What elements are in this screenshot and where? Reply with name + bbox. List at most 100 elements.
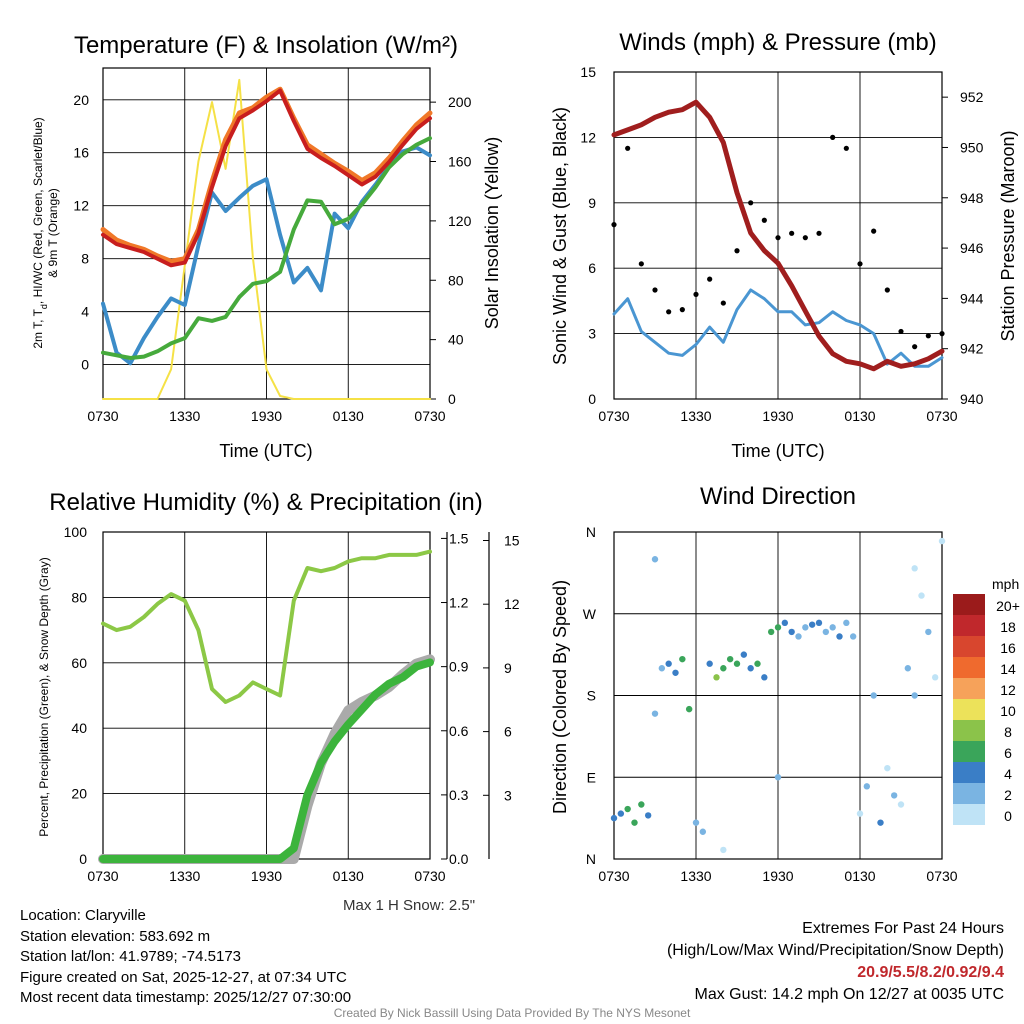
- temp-ylabel-subscript: d: [39, 304, 49, 309]
- direction-point: [815, 619, 823, 627]
- temp-ytick-label: 8: [81, 251, 89, 267]
- wind-y2label: Station Pressure (Maroon): [998, 130, 1018, 341]
- precip-tick-label: 1.2: [449, 595, 469, 611]
- colorbar-swatch: [953, 678, 985, 699]
- gust-point: [707, 276, 713, 282]
- direction-point: [679, 655, 686, 663]
- snow-tick-label: 3: [504, 787, 512, 803]
- direction-point: [706, 660, 713, 667]
- temp-ytick-label: 0: [81, 357, 89, 373]
- created-text: Figure created on Sat, 2025-12-27, at 07…: [20, 968, 347, 986]
- temp-y2tick-label: 0: [448, 391, 456, 407]
- direction-point: [911, 565, 918, 572]
- wind-ytick-label: 6: [588, 260, 596, 276]
- wind-ylabel: Sonic Wind & Gust (Blue, Black): [550, 107, 570, 365]
- direction-point: [856, 810, 864, 817]
- wind-y2tick-label: 950: [960, 139, 984, 155]
- temp-ylabel-part3: , HI/WC (Red, Green, Scarlet/Blue): [31, 117, 45, 304]
- temp-xtick-label: 0730: [414, 408, 445, 424]
- direction-point: [672, 669, 679, 676]
- wind-y2tick-label: 952: [960, 89, 984, 105]
- precip-tick-label: 1.5: [449, 530, 469, 546]
- elevation-text: Station elevation: 583.692 m: [20, 927, 211, 945]
- gust-point: [925, 333, 931, 339]
- colorbar-label: 16: [1000, 640, 1016, 656]
- dir-ytick-label: N: [586, 851, 596, 867]
- direction-point: [925, 628, 932, 636]
- colorbar-label: 0: [1004, 808, 1012, 824]
- direction-point: [658, 665, 666, 672]
- gust-point: [734, 248, 740, 254]
- gust-point: [939, 331, 945, 337]
- gust-point: [679, 307, 685, 313]
- latlon-text: Station lat/lon: 41.9789; -74.5173: [20, 948, 242, 965]
- gust-point: [611, 222, 617, 228]
- dir-xtick-label: 0730: [926, 868, 957, 884]
- colorbar-swatch: [953, 699, 985, 720]
- direction-point: [774, 624, 782, 631]
- rh-ytick-label: 60: [71, 655, 87, 671]
- direction-point: [863, 783, 871, 790]
- gust-point: [638, 261, 644, 267]
- direction-point: [843, 619, 850, 627]
- max-gust-text: Max Gust: 14.2 mph On 12/27 at 0035 UTC: [694, 986, 1005, 1003]
- gust-point: [761, 217, 767, 223]
- gust-point: [857, 261, 863, 267]
- wind-y2tick-label: 946: [960, 240, 984, 256]
- wind-xtick-label: 0130: [844, 408, 875, 424]
- wind-y2tick-label: 940: [960, 391, 984, 407]
- direction-point: [733, 660, 741, 667]
- gust-point: [898, 328, 904, 335]
- rh-ytick-label: 20: [71, 786, 87, 802]
- gust-point: [830, 134, 836, 140]
- extremes-box: Extremes For Past 24 Hours (High/Low/Max…: [667, 918, 1004, 1006]
- temp-ytick-label: 12: [73, 198, 89, 214]
- rh-title: Relative Humidity (%) & Precipitation (i…: [49, 489, 482, 516]
- colorbar-label: 18: [1000, 619, 1016, 635]
- gust-point: [693, 291, 699, 297]
- direction-point: [720, 665, 727, 672]
- colorbar-label: 12: [1000, 682, 1016, 698]
- pressure-line: [611, 99, 945, 372]
- direction-point: [829, 624, 836, 631]
- colorbar-label: 6: [1004, 745, 1012, 761]
- wind-xlabel: Time (UTC): [731, 441, 824, 461]
- rh-line: [101, 549, 432, 704]
- precip-tick-label: 0.9: [449, 659, 469, 675]
- snow-tick-label: 12: [504, 596, 520, 612]
- rh-ylabel: Percent, Precipitation (Green), & Snow D…: [37, 557, 51, 836]
- direction-point: [931, 674, 939, 681]
- wind-title: Winds (mph) & Pressure (mb): [619, 29, 936, 56]
- direction-point: [767, 628, 775, 636]
- colorbar-label: 4: [1004, 766, 1012, 782]
- direction-point: [918, 592, 925, 599]
- colorbar-swatch: [953, 615, 985, 636]
- direction-point: [747, 665, 754, 672]
- temp-y2tick-label: 120: [448, 213, 472, 229]
- wind-ytick-label: 0: [588, 391, 596, 407]
- rh-xtick-label: 1330: [169, 868, 200, 884]
- wind-xtick-label: 1330: [680, 408, 711, 424]
- extremes-title: Extremes For Past 24 Hours: [802, 920, 1004, 937]
- colorbar-label: 20+: [996, 598, 1020, 614]
- gust-point: [843, 145, 849, 151]
- snow-tick-label: 9: [504, 660, 512, 676]
- dir-xtick-label: 1330: [680, 868, 711, 884]
- direction-point: [788, 628, 795, 636]
- dir-xtick-label: 0730: [598, 868, 629, 884]
- temp-xtick-label: 0130: [333, 408, 364, 424]
- direction-point: [617, 810, 625, 817]
- direction-point: [938, 537, 946, 545]
- direction-point: [774, 774, 782, 781]
- colorbar-swatch: [953, 783, 985, 804]
- direction-point: [890, 792, 898, 799]
- temp-y2tick-label: 160: [448, 154, 472, 170]
- direction-point: [911, 692, 918, 699]
- rh-ytick-label: 100: [64, 524, 88, 540]
- snow-max-label: Max 1 H Snow: 2.5": [343, 897, 476, 914]
- colorbar-swatch: [953, 657, 985, 678]
- temp-title: Temperature (F) & Insolation (W/m²): [74, 32, 458, 59]
- temp-y2tick-label: 80: [448, 272, 464, 288]
- wind-ytick-label: 15: [580, 64, 596, 80]
- wind-y2tick-label: 942: [960, 341, 984, 357]
